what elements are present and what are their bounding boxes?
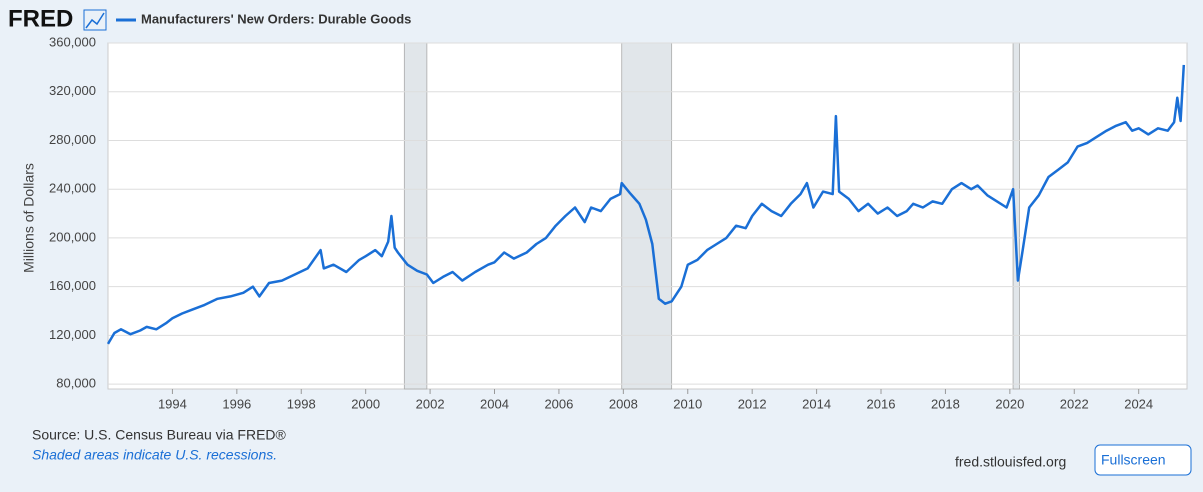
y-tick-label: 280,000: [49, 132, 96, 147]
fullscreen-label[interactable]: Fullscreen: [1101, 452, 1166, 468]
x-tick-label: 2000: [351, 396, 380, 411]
x-tick-label: 2006: [544, 396, 573, 411]
x-tick-label: 2020: [995, 396, 1024, 411]
x-tick-label: 2018: [931, 396, 960, 411]
x-tick-label: 1996: [222, 396, 251, 411]
x-tick-label: 1998: [287, 396, 316, 411]
x-tick-label: 2022: [1060, 396, 1089, 411]
x-tick-label: 2008: [609, 396, 638, 411]
x-tick-label: 2016: [867, 396, 896, 411]
y-tick-label: 160,000: [49, 278, 96, 293]
recession-band: [621, 42, 673, 390]
logo: FRED: [8, 5, 73, 32]
y-tick-label: 200,000: [49, 229, 96, 244]
source: Source: U.S. Census Bureau via FRED®: [32, 427, 287, 443]
recession-band: [403, 42, 428, 390]
fullscreen-button[interactable]: [1094, 444, 1192, 476]
y-tick-label: 80,000: [56, 376, 96, 391]
x-tick-label: 2010: [673, 396, 702, 411]
y-tick-label: 320,000: [49, 83, 96, 98]
plot-layer: [108, 42, 1187, 390]
data-line: [106, 64, 1186, 345]
logo-frame: [83, 9, 107, 31]
y-tick-label: 240,000: [49, 181, 96, 196]
note: Shaded areas indicate U.S. recessions.: [32, 447, 277, 463]
x-tick-label: 2004: [480, 396, 509, 411]
x-tick-label: 2024: [1124, 396, 1153, 411]
x-tick-label: 2014: [802, 396, 831, 411]
logo-icon: [85, 12, 105, 29]
y-axis-label: Millions of Dollars: [21, 163, 37, 273]
legend-label: Manufacturers' New Orders: Durable Goods: [141, 11, 411, 26]
x-tick-label: 1994: [158, 396, 187, 411]
x-tick-label: 2002: [416, 396, 445, 411]
x-tick-label: 2012: [738, 396, 767, 411]
site: fred.stlouisfed.org: [955, 454, 1066, 470]
y-tick-label: 120,000: [49, 327, 96, 342]
y-tick-label: 360,000: [49, 34, 96, 49]
